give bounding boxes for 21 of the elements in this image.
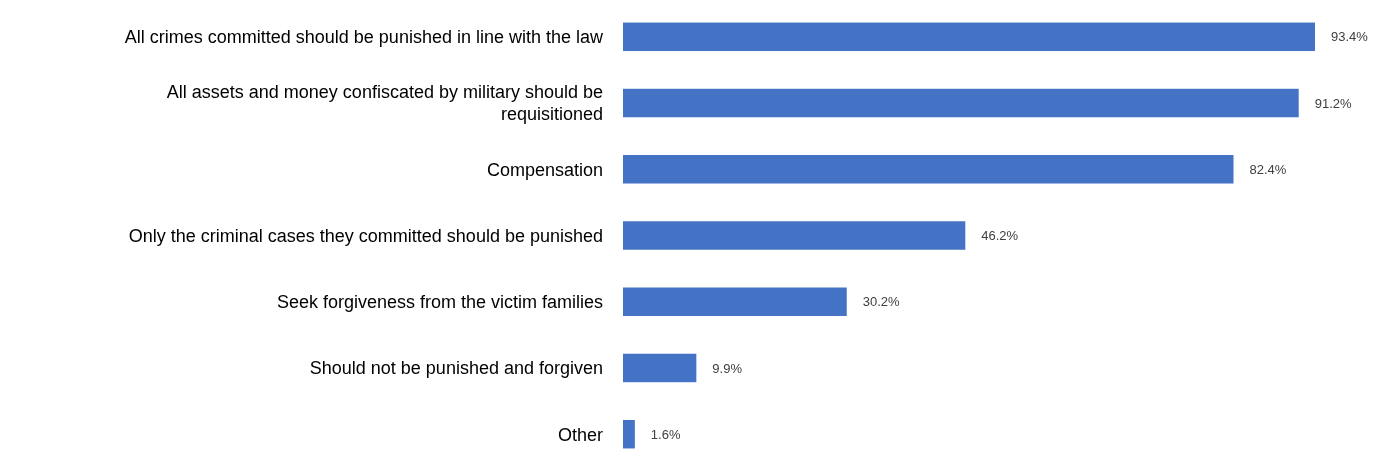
y-tick-label: Other xyxy=(557,424,603,445)
data-label: 93.4% xyxy=(1331,29,1369,45)
data-label: 1.6% xyxy=(650,426,681,442)
data-label: 9.9% xyxy=(712,360,743,376)
bar xyxy=(623,155,1234,184)
bar xyxy=(623,22,1315,52)
data-label: 82.4% xyxy=(1249,161,1287,177)
y-tick-label: Compensation xyxy=(486,159,603,180)
bar xyxy=(623,419,635,449)
bar xyxy=(623,221,966,250)
y-tick-label: Only the criminal cases they committed should be punished xyxy=(128,225,603,246)
y-tick-label: Should not be punished and forgiven xyxy=(309,358,603,379)
data-label: 91.2% xyxy=(1314,95,1352,111)
bar xyxy=(623,88,1299,118)
bar xyxy=(623,287,847,316)
y-tick-label: All crimes committed should be punished in line with the law xyxy=(124,27,604,48)
data-label: 46.2% xyxy=(981,228,1019,244)
y-tick-label: Seek forgiveness from the victim families xyxy=(276,292,603,313)
data-label: 30.2% xyxy=(862,294,901,310)
y-tick-label: All assets and money confiscated by military should be requisitioned xyxy=(166,82,603,125)
bar xyxy=(623,353,697,383)
